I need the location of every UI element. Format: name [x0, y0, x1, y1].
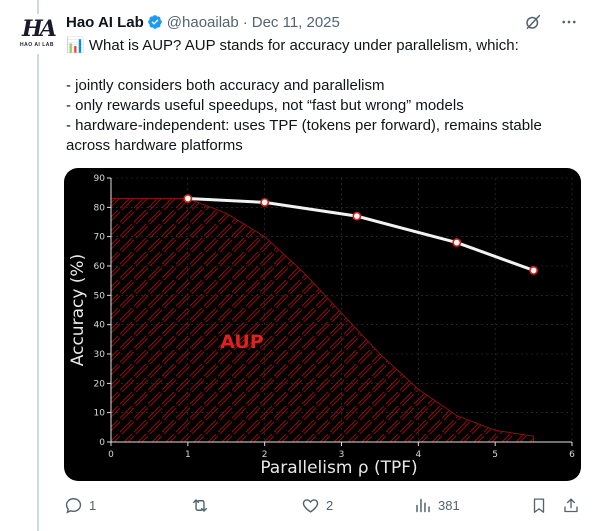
post-date[interactable]: Dec 11, 2025: [251, 13, 340, 31]
avatar[interactable]: HA HAO AI LAB: [18, 14, 58, 54]
y-tick-label: 20: [94, 379, 106, 389]
bullet-1: - jointly considers both accuracy and pa…: [66, 77, 385, 94]
x-tick-label: 0: [108, 450, 114, 460]
header-actions: [524, 13, 578, 31]
share-icon: [564, 498, 578, 513]
reply-icon: [65, 498, 82, 514]
thread-line: [37, 0, 39, 531]
x-tick-label: 6: [569, 450, 575, 460]
y-axis-label: Accuracy (%): [68, 254, 88, 366]
post-header: Hao AI Lab @haoailab · Dec 11, 2025: [66, 12, 340, 32]
x-tick-label: 1: [185, 450, 191, 460]
data-point: [452, 238, 462, 247]
data-point: [260, 197, 270, 207]
x-axis-label: Parallelism ρ (TPF): [260, 458, 417, 478]
bullet-2: - only rewards useful speedups, not “fas…: [66, 97, 464, 114]
avatar-logo-mark: HA: [22, 16, 57, 42]
views-button[interactable]: 381: [414, 496, 460, 515]
post-actions: 1 2 381: [64, 496, 584, 520]
repost-button[interactable]: [190, 496, 216, 515]
bookmark-button[interactable]: [530, 496, 548, 515]
reply-count: 1: [89, 498, 97, 513]
post-image-chart[interactable]: 0 1 2 3 4 5 6 0 10 20 30 40 50 60 70 80 90 AUP Paralleli…: [64, 168, 581, 481]
views-icon: [416, 498, 430, 513]
post-text: 📊 What is AUP? AUP stands for accuracy u…: [66, 36, 581, 156]
y-tick-label: 30: [94, 350, 106, 360]
verified-badge-icon: [147, 15, 162, 29]
aup-annotation: AUP: [220, 331, 264, 353]
y-tick-label: 70: [94, 233, 106, 243]
post-text-line-1: What is AUP? AUP stands for accuracy und…: [84, 37, 519, 54]
aup-region: [110, 198, 535, 443]
author-name[interactable]: Hao AI Lab: [66, 13, 144, 31]
data-point: [352, 211, 362, 221]
y-tick-label: 90: [94, 174, 106, 184]
y-tick-label: 50: [94, 291, 106, 301]
data-point: [529, 266, 538, 275]
repost-icon: [192, 499, 208, 512]
share-button[interactable]: [562, 496, 580, 515]
author-handle[interactable]: @haoailab: [166, 13, 239, 31]
x-tick-label: 3: [339, 450, 345, 460]
avatar-logo-text: HAO AI LAB: [20, 42, 54, 48]
x-tick-label: 4: [415, 450, 421, 460]
like-count: 2: [326, 498, 334, 513]
x-tick-label: 2: [262, 450, 268, 460]
y-tick-label: 60: [94, 262, 106, 272]
reply-button[interactable]: 1: [64, 496, 96, 515]
y-tick-label: 80: [94, 203, 106, 213]
view-count: 381: [438, 498, 460, 513]
data-point: [183, 194, 193, 203]
more-options-icon[interactable]: [560, 13, 578, 31]
header-separator: ·: [242, 13, 248, 31]
heart-icon: [302, 499, 319, 513]
bookmark-icon: [533, 498, 545, 513]
accuracy-markers: [183, 194, 538, 275]
bullet-3: - hardware-independent: uses TPF (tokens…: [66, 117, 546, 154]
bar-chart-emoji: 📊: [66, 37, 85, 54]
y-tick-label: 40: [94, 321, 106, 331]
y-tick-label: 10: [94, 409, 106, 419]
x-tick-label: 5: [492, 450, 498, 460]
y-tick-label: 0: [99, 438, 105, 448]
grok-icon[interactable]: [524, 13, 542, 31]
like-button[interactable]: 2: [301, 496, 333, 515]
